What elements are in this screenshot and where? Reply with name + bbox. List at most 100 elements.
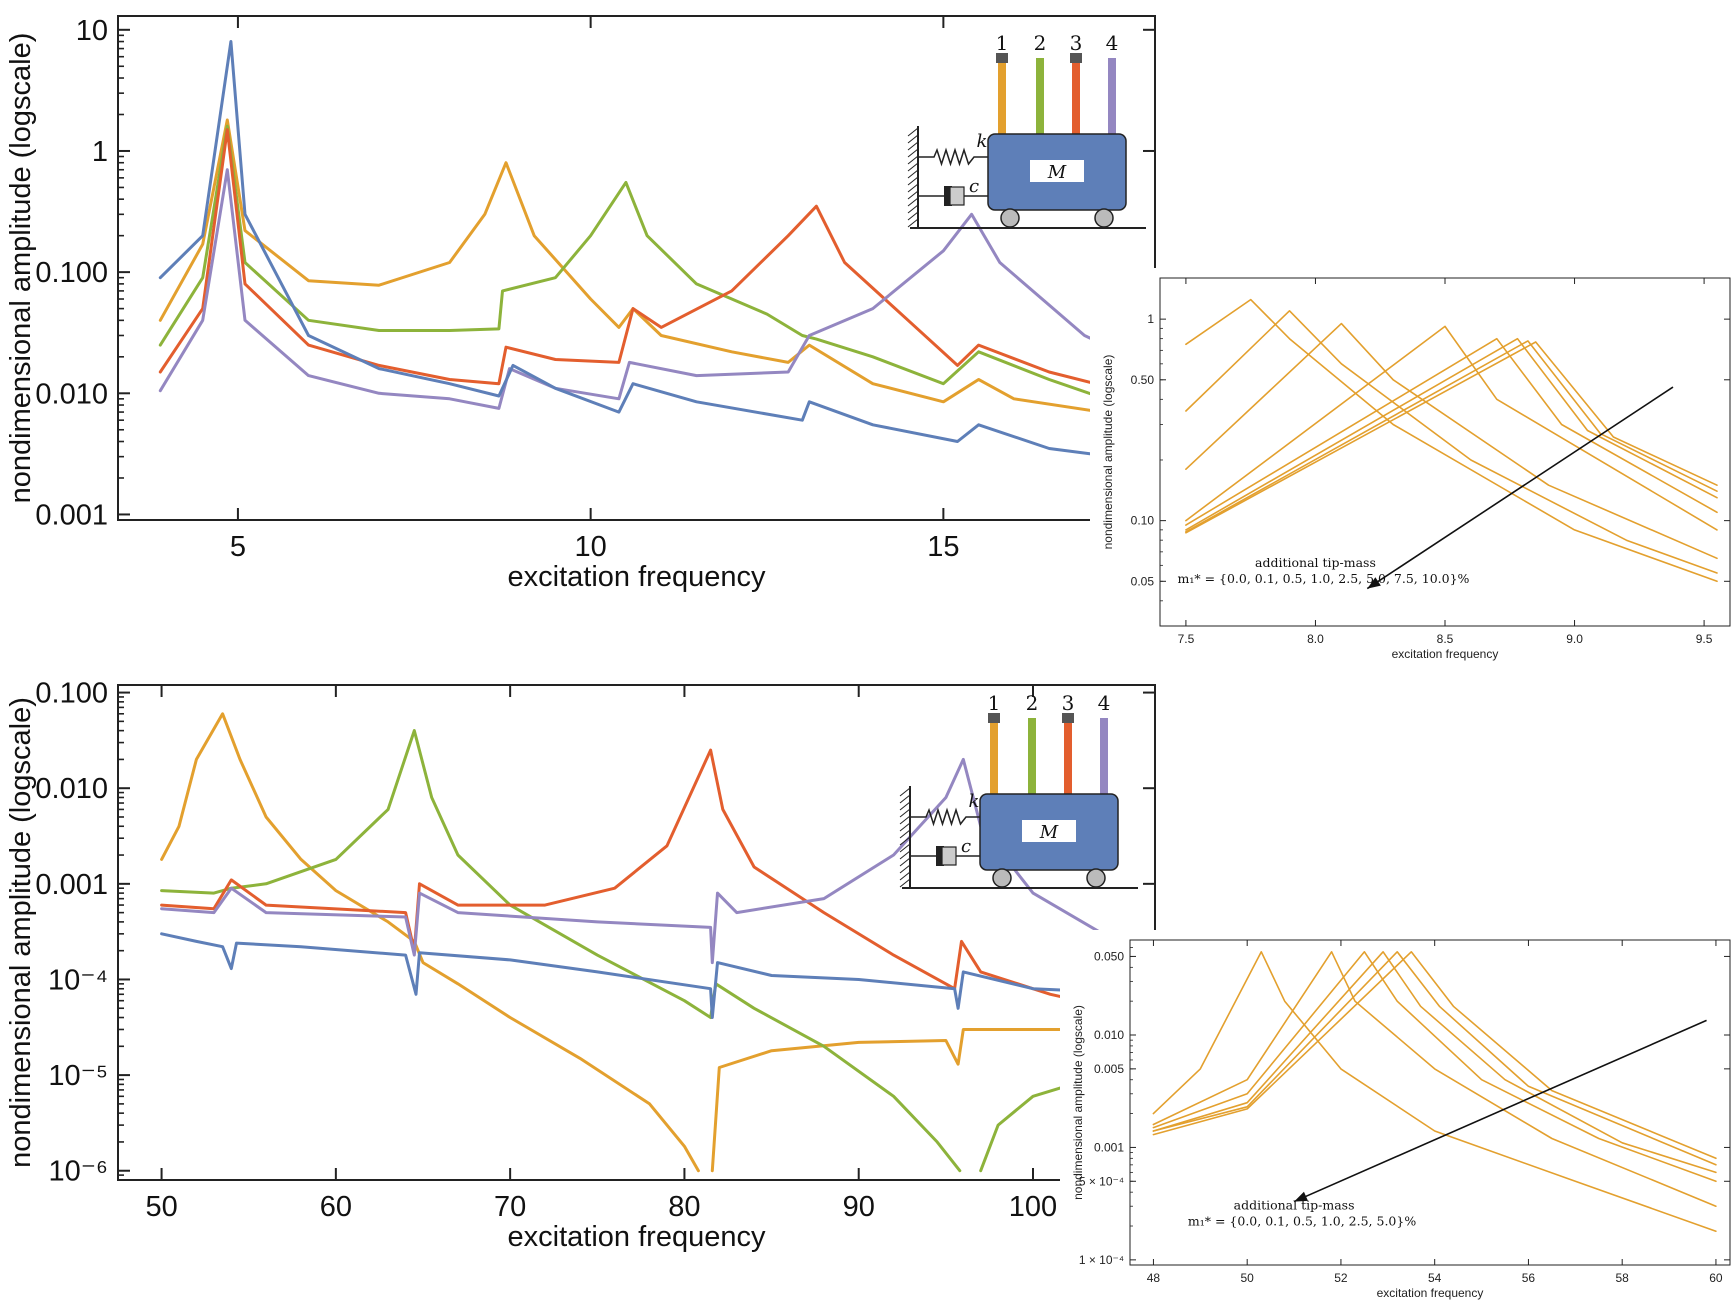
- series-line-curve-5: [1185, 337, 1718, 526]
- series-line-curve-4: [1152, 951, 1717, 1174]
- series-line-beam1: [710, 1028, 1155, 1173]
- wall-hatch: [907, 169, 919, 179]
- annotation-values: m₁* = {0.0, 0.1, 0.5, 1.0, 2.5, 5.0}%: [1188, 1214, 1416, 1229]
- x-tick-label: 15: [927, 531, 959, 563]
- y-tick-label: 0.010: [1094, 1028, 1124, 1042]
- wall-hatch: [899, 794, 911, 804]
- cantilever-beam-2: [1036, 58, 1044, 134]
- x-tick-label: 9.0: [1566, 632, 1583, 646]
- y-tick-label: 1: [92, 136, 108, 168]
- y-tick-label: 0.05: [1131, 574, 1155, 588]
- series-line-curve-1: [1152, 951, 1717, 1232]
- series-group: [160, 712, 1155, 1173]
- x-tick-label: 5: [230, 531, 246, 563]
- plot-frame: [1159, 277, 1731, 627]
- wall-hatch: [899, 808, 911, 818]
- wall-hatch: [899, 857, 911, 867]
- x-tick-label: 48: [1147, 1271, 1161, 1285]
- mass-label: M: [1039, 822, 1059, 843]
- x-axis-label: excitation frequency: [508, 561, 766, 593]
- wall-hatch: [899, 787, 911, 797]
- wall-hatch: [907, 204, 919, 214]
- series-line-curve-1: [1185, 298, 1718, 583]
- wheel-2: [1094, 208, 1114, 228]
- y-tick-label: 0.005: [1094, 1062, 1124, 1076]
- spring-label: k: [977, 131, 988, 152]
- series-line-curve-2: [1152, 951, 1717, 1207]
- wheel-2: [1086, 868, 1106, 888]
- y-tick-label: 1 × 10⁻⁴: [1079, 1253, 1124, 1267]
- x-tick-label: 8.5: [1437, 632, 1454, 646]
- beam-number-1: 1: [988, 691, 1001, 715]
- y-axis-label: nondimensional amplitude (logscale): [5, 33, 37, 504]
- cantilever-beam-3: [1064, 718, 1072, 794]
- damper-label: c: [969, 176, 979, 197]
- wall-hatch: [907, 127, 919, 137]
- wall-hatch: [907, 162, 919, 172]
- wall-hatch: [899, 829, 911, 839]
- y-tick-label: 0.001: [35, 869, 108, 901]
- series-line-curve-3: [1185, 322, 1718, 560]
- beam-number-1: 1: [996, 31, 1009, 55]
- wall-hatch: [907, 218, 919, 228]
- wall-hatch: [899, 864, 911, 874]
- series-line-curve-4: [1185, 325, 1718, 531]
- series-line-beam3: [158, 128, 1155, 401]
- series-line-curve-3: [1152, 951, 1717, 1183]
- y-tick-label: 0.100: [35, 678, 108, 710]
- mass-label: M: [1047, 162, 1067, 183]
- wall-hatch: [899, 843, 911, 853]
- series-line-base: [160, 932, 1155, 1019]
- spring-label: k: [969, 791, 980, 812]
- series-line-curve-5: [1152, 951, 1717, 1166]
- x-tick-label: 56: [1522, 1271, 1536, 1285]
- series-line-curve-6: [1152, 951, 1717, 1160]
- y-tick-label: 10⁻⁵: [48, 1060, 108, 1092]
- wall-hatch: [907, 190, 919, 200]
- x-tick-label: 60: [1709, 1271, 1723, 1285]
- x-tick-label: 54: [1428, 1271, 1442, 1285]
- mass-label-box: [1030, 160, 1084, 182]
- annotation-arrowhead: [1294, 1191, 1308, 1202]
- y-tick-label: 0.100: [35, 257, 108, 289]
- series-line-beam2: [158, 124, 1155, 418]
- series-group: [1152, 951, 1717, 1232]
- x-tick-label: 52: [1334, 1271, 1348, 1285]
- annotation-arrow: [1366, 386, 1674, 590]
- x-tick-label: 50: [1241, 1271, 1255, 1285]
- x-tick-label: 9.5: [1696, 632, 1713, 646]
- x-tick-label: 7.5: [1178, 632, 1195, 646]
- damper-cylinder: [949, 186, 965, 206]
- beam-number-3: 3: [1070, 31, 1083, 55]
- beam-number-3: 3: [1062, 691, 1075, 715]
- cantilever-beam-1: [990, 718, 998, 794]
- annotation-arrowhead: [1367, 577, 1381, 589]
- series-line-curve-6: [1185, 337, 1718, 531]
- bottom-system-schematic: 1 2 3 4 Mk c: [899, 691, 1138, 889]
- y-axis-label: nondimensional amplitude (logscale): [1101, 355, 1115, 550]
- cantilever-beam-3: [1072, 58, 1080, 134]
- tip-mass-3: [1062, 713, 1074, 723]
- bottom-frequency-response-chart: 50 60 70 80 90 100 10⁻⁶ 10⁻⁵ 10⁻⁴ 0.001 0.010 0.100…: [5, 678, 1156, 1253]
- wall-hatch: [907, 141, 919, 151]
- annotation-title: additional tip-mass: [1234, 1198, 1355, 1213]
- annotation-values: m₁* = {0.0, 0.1, 0.5, 1.0, 2.5, 5.0, 7.5…: [1177, 571, 1469, 586]
- x-axis-label: excitation frequency: [508, 1221, 766, 1253]
- x-tick-label: 80: [668, 1191, 700, 1223]
- wall-hatch: [907, 176, 919, 186]
- y-tick-label: 0.050: [1094, 949, 1124, 963]
- series-line-curve-8: [1185, 341, 1718, 534]
- top-inset-tip-mass-chart: 7.5 8.0 8.5 9.0 9.5 0.05 0.10 0.50 1 excitation f…: [1090, 268, 1736, 666]
- x-tick-label: 90: [843, 1191, 875, 1223]
- wall-hatch: [899, 822, 911, 832]
- y-axis-label: nondimensional amplitude (logscale): [1071, 1005, 1085, 1200]
- beam-number-2: 2: [1026, 691, 1039, 715]
- plot-frame: [117, 684, 1156, 1181]
- y-tick-label: 0.001: [1094, 1140, 1124, 1154]
- damper-piston: [944, 186, 952, 206]
- y-tick-label: 0.001: [35, 499, 108, 531]
- spring: [918, 147, 988, 167]
- cantilever-beam-2: [1028, 718, 1036, 794]
- annotation-arrow: [1293, 1019, 1707, 1203]
